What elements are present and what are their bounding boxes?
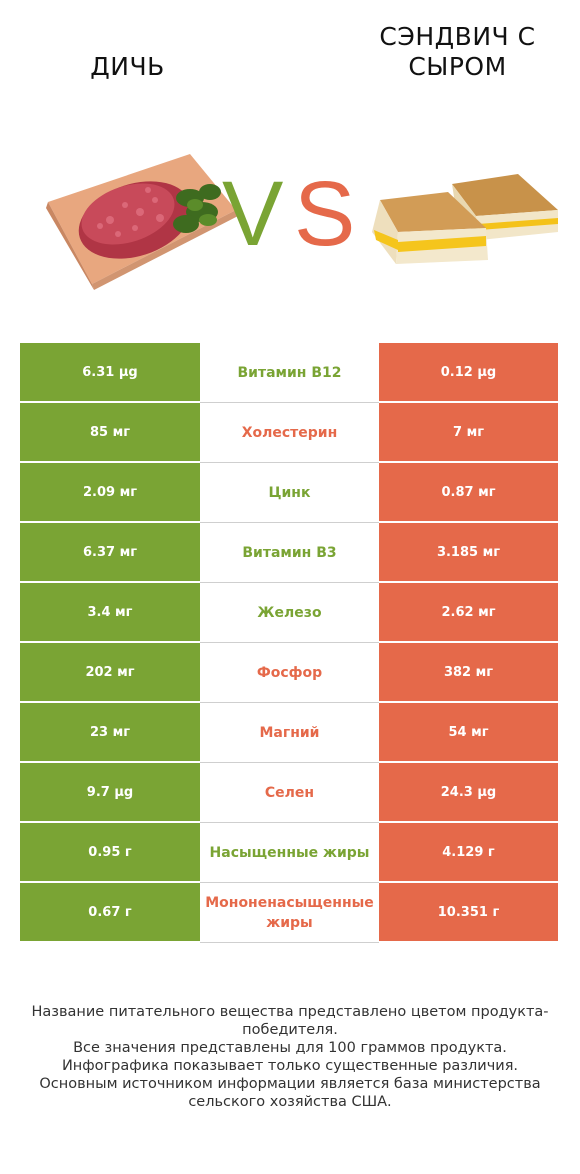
nutrient-label: Железо	[200, 583, 379, 643]
table-row: 9.7 µg Селен 24.3 µg	[20, 763, 558, 823]
footer-notes: Название питательного вещества представл…	[20, 1003, 560, 1111]
nutrient-label: Мононенасыщенные жиры	[200, 883, 379, 943]
left-value: 23 мг	[20, 703, 200, 761]
cheese-sandwich-image	[372, 174, 558, 264]
nutrient-label: Цинк	[200, 463, 379, 523]
table-row: 23 мг Магний 54 мг	[20, 703, 558, 763]
left-value: 85 мг	[20, 403, 200, 461]
nutrient-label: Фосфор	[200, 643, 379, 703]
right-value: 382 мг	[379, 643, 558, 701]
table-row: 2.09 мг Цинк 0.87 мг	[20, 463, 558, 523]
footer-line-1: Название питательного вещества представл…	[31, 1004, 549, 1038]
right-value: 54 мг	[379, 703, 558, 761]
left-value: 0.95 г	[20, 823, 200, 881]
table-row: 6.31 µg Витамин B12 0.12 µg	[20, 343, 558, 403]
left-value: 9.7 µg	[20, 763, 200, 821]
vs-label: V S	[222, 164, 362, 264]
footer-line-2: Все значения представлены для 100 граммо…	[73, 1040, 507, 1056]
left-value: 6.37 мг	[20, 523, 200, 581]
right-value: 3.185 мг	[379, 523, 558, 581]
nutrient-label: Холестерин	[200, 403, 379, 463]
vs-letter-s: S	[294, 163, 355, 265]
footer-line-3: Инфографика показывает только существенн…	[61, 1058, 519, 1074]
footer-line-4: Основным источником информации является …	[39, 1076, 541, 1110]
left-product-title: ДИЧЬ	[90, 52, 165, 81]
table-row: 202 мг Фосфор 382 мг	[20, 643, 558, 703]
table-row: 0.67 г Мононенасыщенные жиры 10.351 г	[20, 883, 558, 943]
nutrient-label: Насыщенные жиры	[200, 823, 379, 883]
right-value: 10.351 г	[379, 883, 558, 941]
left-value: 0.67 г	[20, 883, 200, 941]
nutrient-label: Магний	[200, 703, 379, 763]
right-value: 0.12 µg	[379, 343, 558, 401]
left-value: 202 мг	[20, 643, 200, 701]
ground-meat-image	[46, 154, 238, 290]
vs-letter-v: V	[222, 163, 283, 265]
right-value: 7 мг	[379, 403, 558, 461]
right-product-title: СЭНДВИЧ С СЫРОМ	[379, 22, 536, 81]
table-row: 3.4 мг Железо 2.62 мг	[20, 583, 558, 643]
right-value: 0.87 мг	[379, 463, 558, 521]
table-row: 85 мг Холестерин 7 мг	[20, 403, 558, 463]
left-value: 3.4 мг	[20, 583, 200, 641]
nutrient-label: Селен	[200, 763, 379, 823]
left-value: 6.31 µg	[20, 343, 200, 401]
nutrient-label: Витамин B3	[200, 523, 379, 583]
nutrient-comparison-table: 6.31 µg Витамин B12 0.12 µg 85 мг Холестерин…	[20, 343, 558, 943]
right-value: 24.3 µg	[379, 763, 558, 821]
table-row: 6.37 мг Витамин B3 3.185 мг	[20, 523, 558, 583]
right-value: 2.62 мг	[379, 583, 558, 641]
nutrient-label: Витамин B12	[200, 343, 379, 403]
table-row: 0.95 г Насыщенные жиры 4.129 г	[20, 823, 558, 883]
right-value: 4.129 г	[379, 823, 558, 881]
left-value: 2.09 мг	[20, 463, 200, 521]
